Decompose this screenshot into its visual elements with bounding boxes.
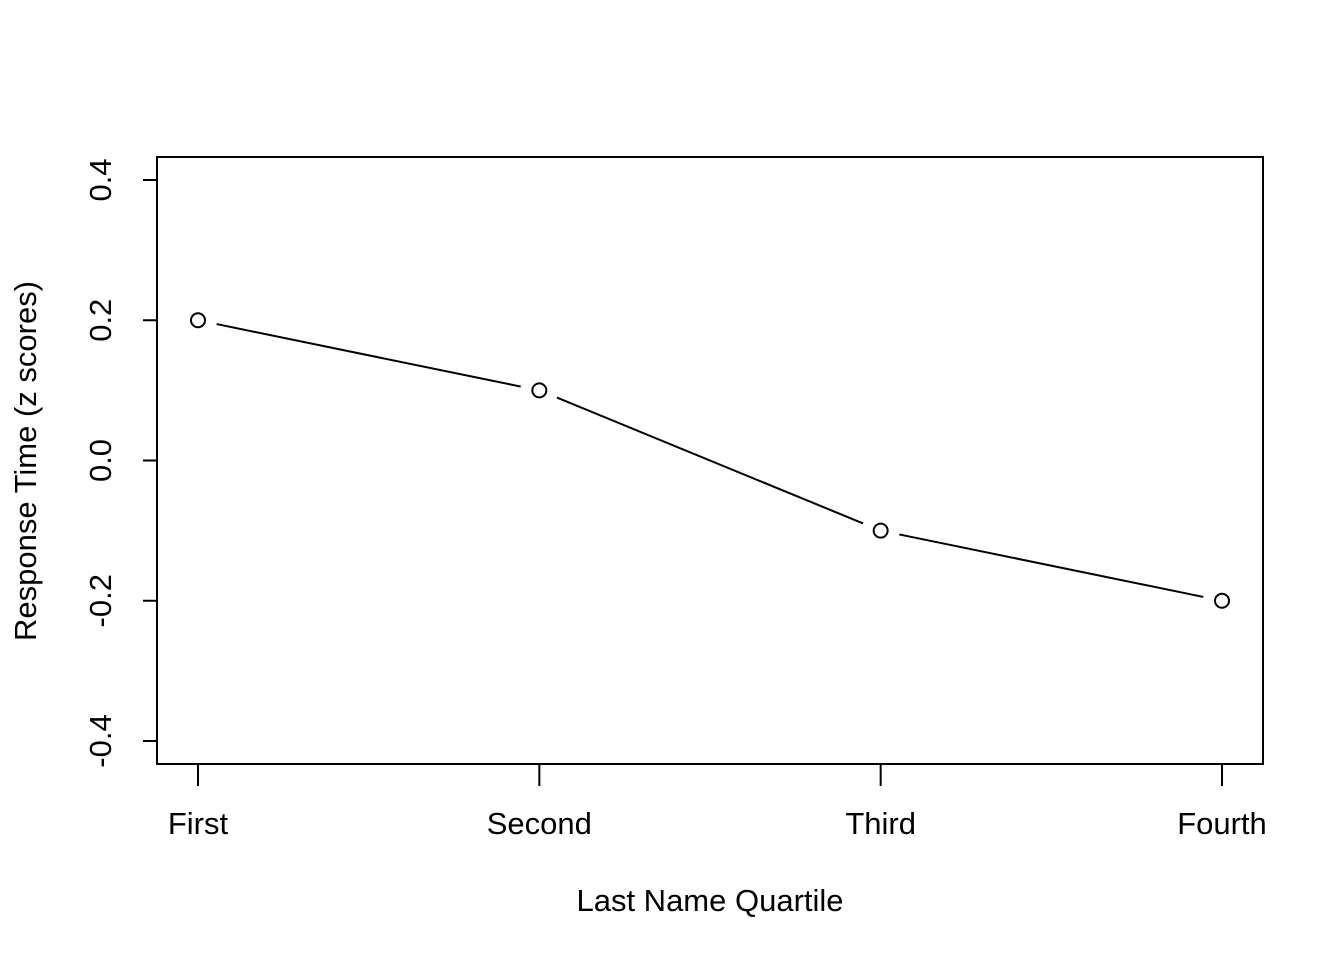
x-tick-label: Third bbox=[845, 806, 916, 841]
y-tick-label: 0.2 bbox=[83, 299, 118, 342]
data-point bbox=[190, 312, 206, 329]
x-tick-label: Second bbox=[487, 806, 592, 841]
series-line-segment bbox=[556, 396, 864, 525]
y-tick-label: -0.4 bbox=[83, 714, 118, 767]
y-tick-label: 0.0 bbox=[83, 439, 118, 482]
x-tick-label: Fourth bbox=[1177, 806, 1267, 841]
y-axis: -0.4 -0.2 0.0 0.2 0.4 bbox=[83, 158, 158, 768]
y-axis-title: Response Time (z scores) bbox=[8, 281, 43, 641]
data-point bbox=[872, 522, 889, 539]
x-axis-title: Last Name Quartile bbox=[576, 883, 843, 918]
data-series bbox=[190, 312, 1230, 609]
series-line-segment bbox=[899, 533, 1204, 598]
y-tick-label: -0.2 bbox=[83, 574, 118, 627]
x-axis: First Second Third Fourth bbox=[168, 763, 1267, 841]
data-point bbox=[531, 382, 548, 399]
x-tick-label: First bbox=[168, 806, 229, 841]
y-tick-label: 0.4 bbox=[83, 158, 118, 201]
series-line-segment bbox=[216, 323, 521, 388]
data-point bbox=[1214, 592, 1230, 609]
